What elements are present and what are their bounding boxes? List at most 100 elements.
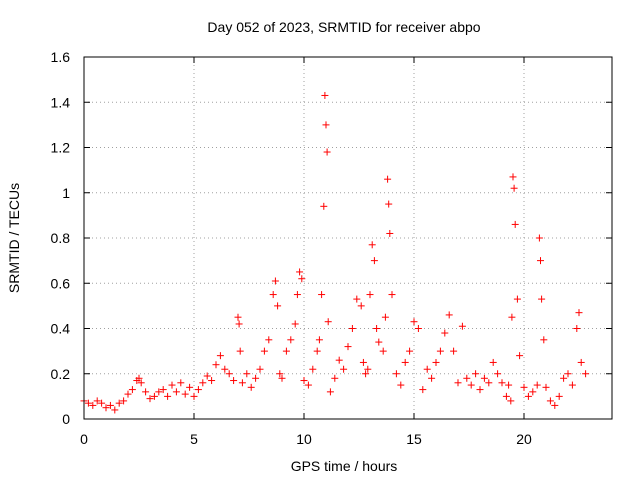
data-point — [359, 358, 367, 366]
data-point — [510, 184, 518, 192]
data-point — [235, 320, 243, 328]
data-point — [476, 386, 484, 394]
data-point — [111, 406, 119, 414]
data-point — [291, 320, 299, 328]
data-point — [419, 386, 427, 394]
data-point — [287, 336, 295, 344]
data-point — [368, 241, 376, 249]
x-axis-label: GPS time / hours — [291, 458, 398, 474]
data-point — [324, 318, 332, 326]
data-point — [323, 148, 331, 156]
data-point — [216, 352, 224, 360]
data-point — [247, 383, 255, 391]
data-point — [428, 374, 436, 382]
data-point — [177, 379, 185, 387]
y-tick-label: 0 — [62, 411, 70, 427]
data-point — [370, 257, 378, 265]
data-point — [225, 370, 233, 378]
data-point — [321, 91, 329, 99]
data-point — [489, 358, 497, 366]
data-point — [406, 347, 414, 355]
data-point — [194, 386, 202, 394]
data-point — [89, 401, 97, 409]
y-tick-label: 0.8 — [51, 230, 71, 246]
data-point — [315, 336, 323, 344]
data-point — [340, 365, 348, 373]
x-tick-label: 0 — [80, 431, 88, 447]
data-point — [362, 370, 370, 378]
data-point — [509, 173, 517, 181]
data-point — [322, 121, 330, 129]
data-point — [274, 302, 282, 310]
data-point — [551, 401, 559, 409]
data-point — [485, 379, 493, 387]
data-point — [300, 377, 308, 385]
data-point — [164, 392, 172, 400]
data-point — [93, 397, 101, 405]
data-point — [137, 379, 145, 387]
data-point — [320, 202, 328, 210]
data-point — [357, 302, 365, 310]
y-tick-label: 0.4 — [51, 321, 71, 337]
data-point — [577, 358, 585, 366]
data-point — [564, 370, 572, 378]
data-point — [159, 386, 167, 394]
data-point — [366, 291, 374, 299]
data-point — [529, 388, 537, 396]
data-point — [135, 374, 143, 382]
data-point — [555, 392, 563, 400]
data-point — [348, 325, 356, 332]
data-point — [381, 313, 389, 321]
data-point — [540, 336, 548, 344]
y-tick-label: 1.4 — [51, 94, 71, 110]
data-point — [243, 370, 251, 378]
data-point — [344, 343, 352, 351]
data-point — [212, 361, 220, 369]
data-point — [186, 383, 194, 391]
data-point — [313, 347, 321, 355]
data-point — [533, 381, 541, 389]
y-tick-label: 1.6 — [51, 49, 71, 65]
data-point — [298, 275, 306, 283]
y-axis-label: SRMTID / TECUs — [6, 183, 22, 293]
data-point — [84, 399, 92, 407]
data-point — [375, 338, 383, 346]
data-point — [513, 295, 521, 303]
x-tick-label: 5 — [190, 431, 198, 447]
data-point — [454, 379, 462, 387]
data-point — [436, 347, 444, 355]
data-point — [450, 347, 458, 355]
data-point — [146, 395, 154, 403]
data-point — [331, 374, 339, 382]
data-point — [293, 291, 301, 299]
data-point — [276, 370, 284, 378]
data-point — [582, 370, 590, 378]
data-point — [573, 325, 581, 332]
data-point — [502, 392, 510, 400]
grid-lines — [84, 57, 612, 419]
data-point — [507, 397, 515, 405]
data-point — [238, 379, 246, 387]
data-point — [278, 374, 286, 382]
data-point — [414, 325, 422, 332]
x-tick-label: 15 — [406, 431, 422, 447]
data-point — [537, 257, 544, 265]
data-point — [120, 397, 128, 405]
y-tick-label: 1.2 — [51, 140, 71, 156]
data-point — [385, 200, 393, 208]
data-point — [568, 381, 576, 389]
data-point — [575, 309, 583, 317]
data-point — [410, 318, 418, 326]
data-point — [335, 356, 343, 364]
data-point — [508, 313, 516, 321]
data-point — [98, 399, 106, 407]
data-point — [535, 234, 543, 242]
data-point — [282, 347, 290, 355]
data-point — [102, 404, 110, 412]
data-point — [546, 397, 554, 405]
data-point — [505, 381, 513, 389]
data-point — [271, 277, 279, 285]
data-point — [458, 322, 466, 330]
data-point — [511, 220, 519, 228]
